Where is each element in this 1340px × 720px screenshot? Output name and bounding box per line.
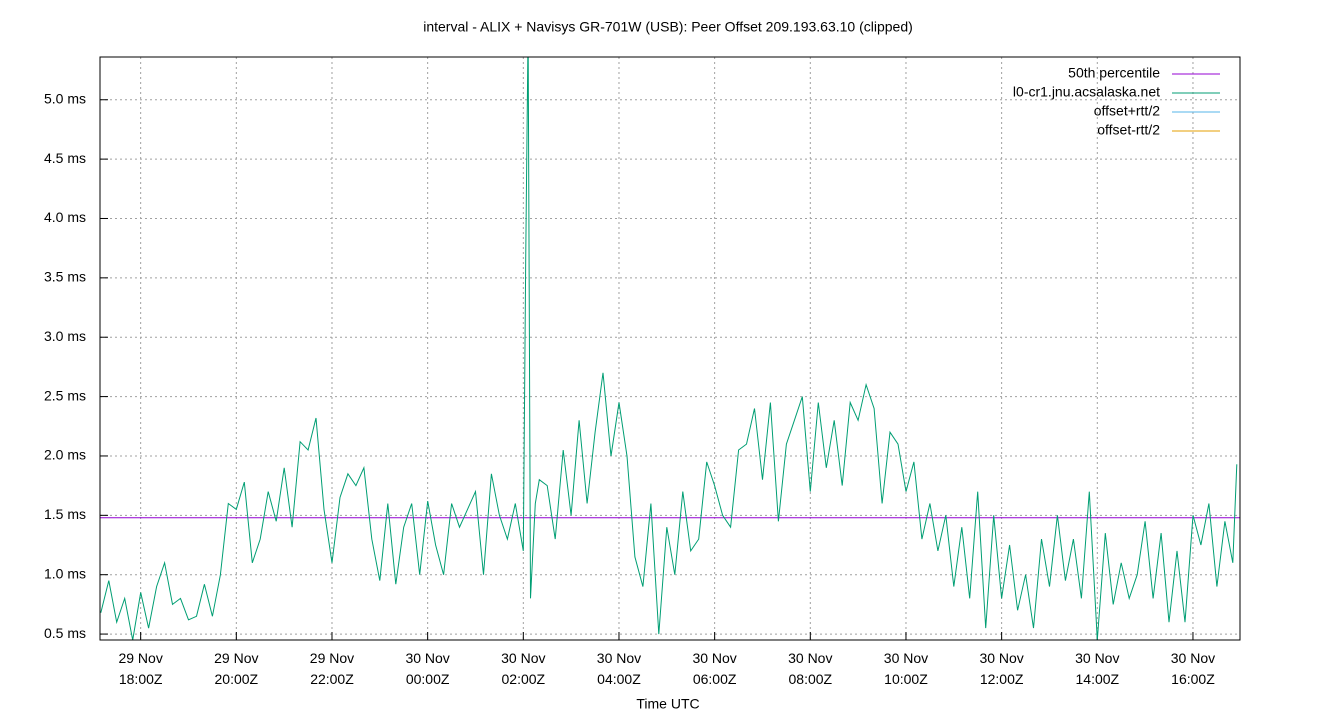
y-tick-label: 1.0 ms — [44, 565, 86, 581]
x-tick-label: 30 Nov 04:00Z — [596, 650, 642, 687]
legend-label: l0-cr1.jnu.acsalaska.net — [1013, 84, 1160, 100]
y-tick-label: 3.0 ms — [44, 328, 86, 344]
y-tick-label: 4.0 ms — [44, 209, 86, 225]
x-tick-label: 30 Nov 16:00Z — [1170, 650, 1216, 687]
y-tick-label: 3.5 ms — [44, 269, 86, 285]
x-tick-label: 29 Nov 22:00Z — [309, 650, 355, 687]
y-tick-label: 1.5 ms — [44, 506, 86, 522]
x-tick-label: 29 Nov 20:00Z — [214, 650, 259, 687]
x-tick-label: 30 Nov 00:00Z — [405, 650, 450, 687]
y-tick-label: 2.5 ms — [44, 387, 86, 403]
legend-label: 50th percentile — [1068, 65, 1160, 81]
x-tick-label: 30 Nov 08:00Z — [788, 650, 833, 687]
y-tick-label: 2.0 ms — [44, 447, 86, 463]
x-tick-label: 30 Nov 06:00Z — [692, 650, 737, 687]
series-line — [100, 57, 1238, 640]
y-tick-label: 0.5 ms — [44, 625, 86, 641]
y-tick-label: 4.5 ms — [44, 150, 86, 166]
legend-label: offset-rtt/2 — [1097, 122, 1160, 138]
x-tick-label: 30 Nov 14:00Z — [1075, 650, 1120, 687]
x-tick-label: 30 Nov 02:00Z — [501, 650, 546, 687]
x-tick-label: 29 Nov 18:00Z — [118, 650, 163, 687]
legend-label: offset+rtt/2 — [1094, 103, 1160, 119]
chart-title: interval - ALIX + Navisys GR-701W (USB):… — [423, 19, 913, 35]
plot-frame — [99, 56, 1241, 641]
x-axis-label: Time UTC — [636, 696, 699, 712]
y-tick-label: 5.0 ms — [44, 90, 86, 106]
x-tick-label: 30 Nov 10:00Z — [883, 650, 929, 687]
x-tick-label: 30 Nov 12:00Z — [979, 650, 1024, 687]
